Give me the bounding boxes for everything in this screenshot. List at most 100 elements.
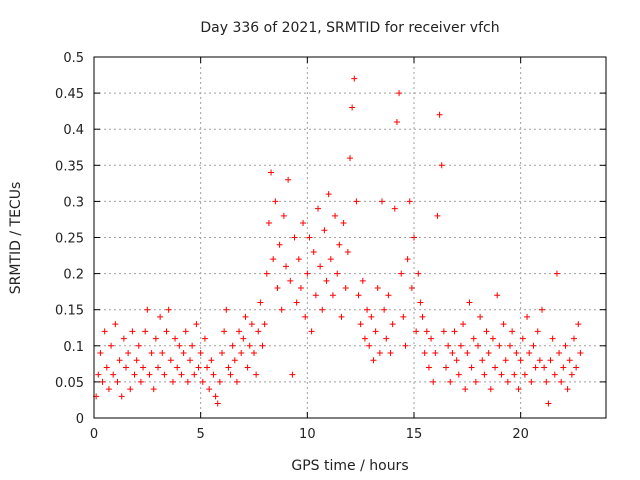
data-point [225, 364, 232, 371]
data-point [560, 364, 567, 371]
data-point [455, 371, 462, 378]
data-point [457, 342, 464, 349]
data-point [562, 342, 569, 349]
data-point [208, 357, 215, 364]
data-point [419, 313, 426, 320]
data-point [396, 90, 403, 97]
data-point [248, 321, 255, 328]
data-point [244, 364, 251, 371]
data-point [169, 378, 176, 385]
data-point [95, 371, 102, 378]
data-point [334, 270, 341, 277]
data-point [323, 277, 330, 284]
data-point [349, 104, 356, 111]
data-point [197, 350, 204, 357]
data-point [477, 313, 484, 320]
y-tick-label: 0.15 [55, 304, 84, 319]
data-point [129, 328, 136, 335]
data-point [287, 277, 294, 284]
data-point [451, 328, 458, 335]
data-point [229, 342, 236, 349]
data-point [351, 75, 358, 82]
data-point [370, 357, 377, 364]
data-point [246, 342, 253, 349]
data-point [443, 364, 449, 371]
data-point [355, 292, 362, 299]
data-point [174, 364, 181, 371]
data-point [231, 357, 238, 364]
data-point [342, 285, 349, 292]
data-point [263, 270, 270, 277]
data-point [161, 371, 168, 378]
data-point [500, 321, 507, 328]
data-point [406, 198, 413, 205]
data-point [327, 256, 334, 263]
data-point [466, 299, 473, 306]
data-point [536, 357, 543, 364]
data-point [379, 198, 385, 205]
data-point [449, 350, 456, 357]
data-point [101, 328, 108, 335]
y-tick-label: 0.05 [55, 376, 84, 391]
data-point [470, 335, 477, 342]
data-point [261, 321, 268, 328]
data-point [201, 335, 208, 342]
data-point [308, 328, 315, 335]
data-point [564, 386, 571, 393]
chart-title: Day 336 of 2021, SRMTID for receiver vfc… [200, 20, 499, 36]
data-point [142, 328, 149, 335]
data-point [310, 248, 317, 255]
data-point [359, 277, 366, 284]
data-point [447, 378, 454, 385]
y-tick-label: 0.5 [63, 51, 84, 66]
data-point [485, 350, 492, 357]
data-point [400, 313, 407, 320]
data-point [212, 393, 219, 400]
data-point [199, 378, 206, 385]
data-point [468, 364, 475, 371]
data-point [411, 234, 417, 241]
data-point [280, 212, 287, 219]
data-point [116, 357, 123, 364]
data-point [99, 378, 106, 385]
data-point [539, 306, 545, 313]
data-point [498, 371, 505, 378]
data-point [257, 299, 264, 306]
data-point [293, 299, 300, 306]
y-tick-label: 0.2 [63, 268, 84, 283]
x-tick-label: 15 [406, 427, 423, 442]
data-point [112, 321, 119, 328]
data-point [321, 227, 328, 234]
data-point [344, 248, 351, 255]
data-point [255, 328, 262, 335]
data-point [300, 220, 307, 227]
data-point [551, 371, 558, 378]
data-point [571, 335, 577, 342]
data-point [285, 176, 292, 183]
data-point [577, 350, 584, 357]
data-point [357, 321, 364, 328]
data-point [317, 263, 324, 270]
data-point [462, 386, 469, 393]
data-point [432, 350, 439, 357]
data-point [253, 371, 260, 378]
data-point [513, 350, 520, 357]
data-point [575, 321, 582, 328]
data-point [425, 364, 432, 371]
data-point [223, 306, 230, 313]
data-point [368, 313, 375, 320]
data-point [528, 378, 535, 385]
data-point [423, 328, 430, 335]
data-point [227, 371, 234, 378]
data-point [315, 205, 321, 212]
y-tick-label: 0 [76, 412, 84, 427]
data-point [481, 371, 488, 378]
data-point [568, 371, 575, 378]
data-point [404, 256, 411, 263]
data-point [487, 386, 494, 393]
data-point [530, 342, 537, 349]
data-point [289, 371, 296, 378]
data-point [543, 378, 550, 385]
data-point [312, 292, 319, 299]
